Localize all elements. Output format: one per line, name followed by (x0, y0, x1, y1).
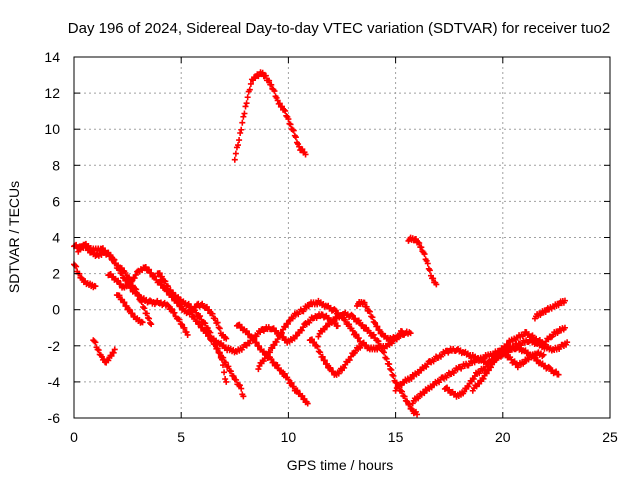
data-point-markers (469, 348, 547, 394)
chart-title: Day 196 of 2024, Sidereal Day-to-day VTE… (68, 20, 610, 37)
series-arc-mid-f (315, 309, 421, 418)
y-tick-label: 2 (52, 266, 60, 282)
series-arc-mid-c (233, 321, 311, 407)
data-point-markers (71, 261, 99, 291)
data-point-markers (154, 270, 247, 400)
data-point-markers (441, 324, 568, 400)
y-tick-label: 0 (52, 302, 60, 318)
data-point-markers (231, 69, 309, 163)
series-arc-late-e (531, 297, 568, 322)
series-arc-late-d (469, 348, 547, 394)
y-tick-label: 6 (52, 193, 60, 209)
series-arc-early-e (113, 292, 146, 326)
data-point-markers (75, 240, 155, 328)
data-point-markers (188, 313, 230, 385)
data-marks (71, 69, 571, 418)
x-tick-label: 10 (281, 429, 297, 445)
x-tick-label: 5 (177, 429, 185, 445)
x-axis-label: GPS time / hours (287, 457, 394, 473)
series-arc-high-peak (231, 69, 309, 163)
grid-lines (74, 57, 610, 418)
series-arc-late-high (405, 234, 440, 288)
data-point-markers (306, 336, 365, 378)
data-point-markers (354, 298, 414, 344)
x-tick-label: 20 (495, 429, 511, 445)
y-tick-label: 10 (44, 121, 60, 137)
data-point-markers (409, 336, 571, 407)
series-arc-early-d (105, 264, 230, 342)
data-point-markers (255, 297, 406, 373)
data-point-markers (531, 297, 568, 322)
y-tick-label: 12 (44, 85, 60, 101)
data-point-markers (315, 309, 421, 418)
series-arc-early-f (154, 270, 247, 400)
series-arc-late-b (409, 336, 571, 407)
data-point-markers (113, 292, 146, 326)
y-tick-label: -2 (48, 338, 61, 354)
y-tick-label: 8 (52, 157, 60, 173)
y-tick-label: -6 (48, 410, 61, 426)
y-axis-label: SDTVAR / TECUs (6, 181, 22, 293)
series-arc-mid-e (306, 336, 365, 378)
y-tick-label: 4 (52, 230, 60, 246)
data-point-markers (90, 337, 118, 366)
data-point-markers (233, 321, 311, 407)
x-tick-label: 25 (602, 429, 618, 445)
series-arc-early-c (75, 240, 155, 328)
data-point-markers (105, 264, 230, 342)
series-arc-early-dip (90, 337, 118, 366)
y-tick-label: -4 (48, 374, 61, 390)
series-arc-late-c (441, 324, 568, 400)
series-arc-early-b (71, 261, 99, 291)
series-arc-mid-d (255, 297, 406, 373)
x-tick-label: 0 (70, 429, 78, 445)
series-arc-mid-a (188, 313, 230, 385)
series-arc-mid-g (354, 298, 414, 344)
y-tick-label: 14 (44, 49, 60, 65)
axis-ticks: 0 5 10 15 20 25 -6 -4 -2 0 2 4 6 8 10 12 14 (44, 49, 618, 445)
data-point-markers (405, 234, 440, 288)
x-tick-label: 15 (388, 429, 404, 445)
